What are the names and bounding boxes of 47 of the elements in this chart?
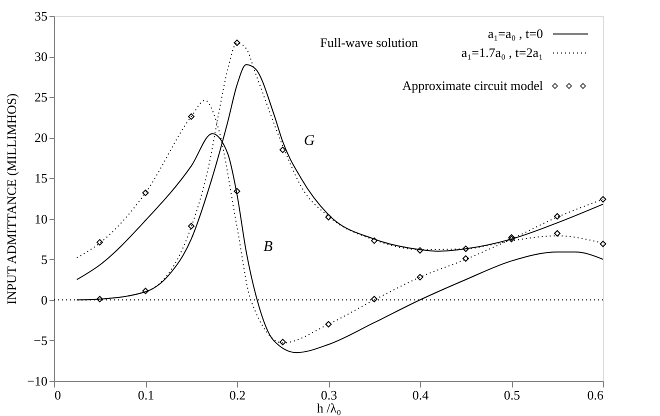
point: [188, 222, 194, 230]
point: [234, 188, 240, 194]
point: [554, 213, 560, 220]
point: [234, 40, 240, 46]
point: [142, 190, 149, 196]
y-tick-label: 0: [41, 292, 48, 308]
y-tick-label: 5: [41, 252, 48, 267]
point: [554, 230, 560, 237]
point: [371, 237, 378, 244]
point: [280, 338, 286, 346]
x-tick-label: 0: [54, 388, 61, 402]
point: [416, 247, 424, 254]
y-tick-label: −10: [27, 374, 48, 388]
y-tick-label: 20: [34, 130, 48, 146]
point: [188, 113, 194, 120]
y-tick-label: 25: [34, 90, 48, 105]
point: [462, 255, 469, 262]
x-tick-label: 0.6: [587, 388, 604, 402]
y-tick-label: 10: [34, 211, 48, 226]
legend-label: a₁=a₀ , t=0: [488, 26, 543, 41]
point: [96, 239, 103, 246]
point: [600, 196, 606, 203]
annotation: B: [264, 238, 273, 255]
point: [600, 240, 606, 248]
y-tick-label: 15: [34, 170, 48, 186]
x-tick-label: 0.2: [229, 388, 246, 402]
x-tick-label: 0.1: [138, 388, 154, 402]
annotation: G: [304, 133, 315, 150]
x-tick-label: 0.4: [412, 388, 430, 402]
y-tick-label: 35: [34, 8, 48, 24]
legend-label: a₁=1.7a₀ , t=2a₁: [461, 45, 543, 60]
point: [462, 246, 469, 252]
point: [325, 320, 332, 328]
x-tick-label: 0.3: [320, 388, 338, 402]
point: [325, 214, 332, 220]
point: [280, 146, 286, 154]
x-axis-title: h /λ₀: [316, 400, 342, 416]
point: [416, 274, 424, 280]
legend-label: Approximate circuit model: [402, 78, 544, 93]
y-tick-label: −5: [34, 332, 48, 348]
legend-title: Full-wave solution: [320, 35, 418, 50]
point: [371, 296, 378, 302]
y-tick-label: 30: [34, 49, 48, 64]
y-axis-title: INPUT ADMITTANCE (MILLIMHOS): [4, 93, 20, 305]
point: [96, 296, 103, 302]
point: [142, 288, 149, 294]
x-tick-label: 0.5: [504, 388, 520, 402]
